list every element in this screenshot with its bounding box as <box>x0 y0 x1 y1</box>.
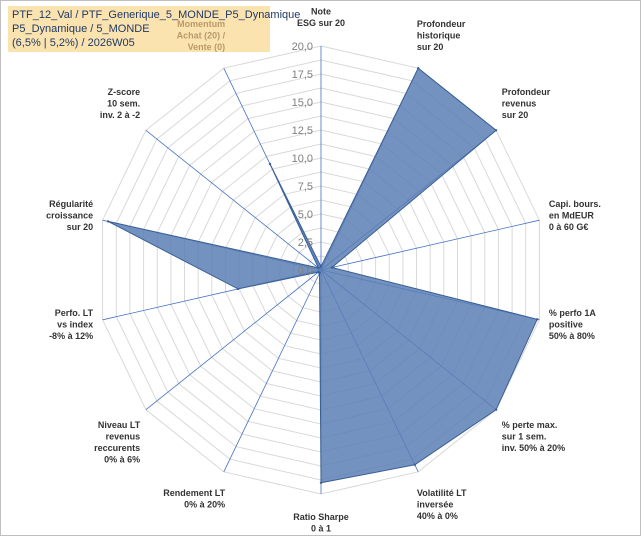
data-point <box>413 463 416 466</box>
title-line-1: PTF_12_Val / PTF_Generique_5_MONDE_P5_Dy… <box>12 9 301 21</box>
data-point <box>330 266 334 269</box>
title-line-3: (6,5% | 5,2%) / 2026W05 <box>12 37 135 49</box>
chart-title-box: PTF_12_Val / PTF_Generique_5_MONDE_P5_Dy… <box>8 6 301 52</box>
axis-tick-label: 20,0 <box>292 41 313 53</box>
axis-tick-label: 15,0 <box>292 97 313 109</box>
category-label: Ratio Sharpe 0 à 1 <box>293 512 349 534</box>
axis-tick-label: 12,5 <box>292 125 313 137</box>
category-label: Régularité croissance sur 20 <box>46 199 93 232</box>
category-label: Profondeur historique sur 20 <box>417 19 466 52</box>
data-point <box>494 129 498 132</box>
category-label: Note ESG sur 20 <box>297 7 345 29</box>
spoke-line <box>145 129 322 271</box>
axis-tick-label: 2,5 <box>298 237 313 249</box>
category-label: Perfo. LT vs index -8% à 12% <box>49 308 94 341</box>
axis-tick-label: 5,0 <box>298 209 313 221</box>
category-label: % perfo 1A positive 50% à 80% <box>549 308 597 341</box>
data-point <box>417 67 420 70</box>
axis-tick-label: 10,0 <box>292 153 313 165</box>
data-point <box>106 220 110 223</box>
axis-tick-label: 17,5 <box>292 69 313 81</box>
category-label: Profondeur revenus sur 20 <box>502 87 551 120</box>
data-point <box>317 266 320 270</box>
category-label: Rendement LT 0% à 20% <box>163 488 225 510</box>
category-label: Volatilité LT inversée 40% à 0% <box>417 488 467 521</box>
data-point <box>494 408 498 411</box>
category-label: % perte max. sur 1 sem. inv. 50% à 20% <box>502 420 565 453</box>
data-point <box>319 481 323 484</box>
data-point <box>236 287 240 291</box>
title-line-2: P5_Dynamique / 5_MONDE <box>12 23 150 35</box>
category-label: Momentum Achat (20) / Vente (0) <box>177 19 226 52</box>
spoke-line <box>223 269 322 472</box>
axis-tick-label: 7,5 <box>298 181 313 193</box>
spoke-line <box>320 219 540 271</box>
data-point <box>268 162 272 166</box>
axis-tick-label: 0,0 <box>298 265 313 277</box>
category-label: Capi. bours. en MdEUR 0 à 60 G€ <box>549 199 601 232</box>
data-point <box>317 270 320 274</box>
data-point <box>319 265 323 268</box>
data-point <box>536 318 539 321</box>
category-label: Z-score 10 sem. inv. 2 à -2 <box>100 87 140 120</box>
spoke-line <box>145 269 322 411</box>
category-label: Niveau LT revenus reccurents 0% à 6% <box>94 420 141 465</box>
